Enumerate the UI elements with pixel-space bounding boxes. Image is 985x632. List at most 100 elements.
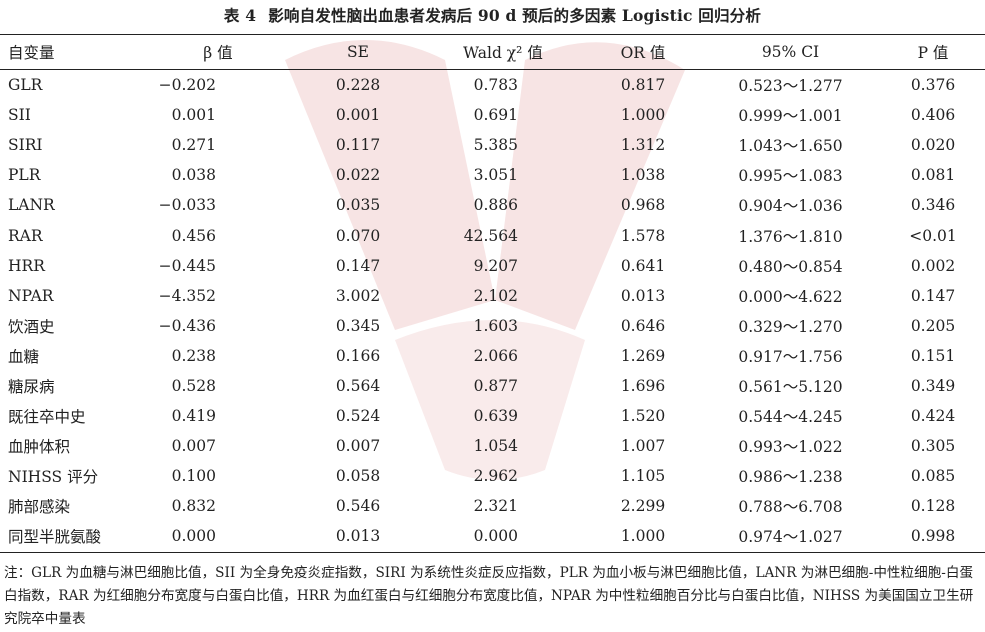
table-cell: 1.043～1.650: [738, 137, 843, 156]
table-cell: 1.696: [620, 376, 666, 395]
table-cell: 0.528: [171, 376, 216, 395]
table-cell: 0.349: [910, 376, 956, 395]
table-cell: 0.561～5.120: [738, 377, 843, 396]
table-cell: 0.886: [473, 196, 518, 215]
table-cell: 0.022: [335, 166, 381, 185]
table-cell: 0.117: [335, 136, 381, 155]
table-cell: 0.406: [910, 106, 956, 125]
table-body: GLR −0.202 0.228 0.783 0.817 0.523～1.277 0.376…: [0, 70, 985, 552]
table-cell: 糖尿病: [8, 377, 55, 396]
table-cell: GLR: [8, 76, 43, 95]
table-cell: 0.013: [335, 527, 381, 546]
table-cell: 1.054: [473, 437, 518, 456]
column-header-2: SE: [347, 43, 369, 61]
table-cell: 1.520: [620, 407, 666, 426]
table-cell: SII: [8, 106, 31, 125]
table-cell: 0.147: [335, 256, 381, 275]
table-cell: 5.385: [473, 136, 518, 155]
table-cell: 0.917～1.756: [738, 347, 843, 366]
table-cell: 0.085: [910, 467, 956, 486]
table-cell: 0.128: [910, 497, 956, 516]
table-cell: 0.346: [910, 196, 956, 215]
table-cell: 0.376: [910, 76, 956, 95]
table-cell: 1.038: [620, 166, 666, 185]
table-row: HRR −0.445 0.147 9.207 0.641 0.480～0.854 0.002: [0, 251, 985, 281]
table-cell: SIRI: [8, 136, 43, 155]
table-cell: 0.998: [910, 527, 956, 546]
table-cell: 0.968: [620, 196, 666, 215]
table-row: NIHSS 评分 0.100 0.058 2.962 1.105 0.986～1.238 0…: [0, 461, 985, 491]
table-cell: <0.01: [909, 226, 957, 245]
table-row: PLR 0.038 0.022 3.051 1.038 0.995～1.083 0.081: [0, 160, 985, 190]
table-cell: 0.817: [620, 76, 666, 95]
table-cell: 0.238: [171, 346, 216, 365]
table-cell: 0.904～1.036: [738, 197, 843, 216]
table-cell: 0.081: [910, 166, 956, 185]
table-row: NPAR −4.352 3.002 2.102 0.013 0.000～4.622 0.14…: [0, 281, 985, 311]
table-cell: 0.151: [910, 346, 956, 365]
table-cell: 0.013: [620, 286, 666, 305]
table-cell: 0.305: [910, 437, 956, 456]
table-cell: 同型半胱氨酸: [8, 528, 102, 547]
table-cell: 0.523～1.277: [738, 77, 843, 96]
table-cell: 0.000: [473, 527, 518, 546]
table-cell: 0.832: [171, 497, 216, 516]
table-caption: 表 4 影响自发性脑出血患者发病后 90 d 预后的多因素 Logistic 回归…: [0, 4, 985, 26]
table-row: RAR 0.456 0.070 42.564 1.578 1.376～1.810 <0.01: [0, 220, 985, 250]
table-cell: 1.603: [473, 316, 518, 335]
table-cell: −0.436: [158, 316, 216, 335]
table-cell: 肺部感染: [8, 498, 71, 517]
table-cell: 2.321: [473, 497, 518, 516]
table-note: 注：GLR 为血糖与淋巴细胞比值，SII 为全身免疫炎症指数，SIRI 为系统性…: [4, 565, 974, 627]
column-header-3: Wald χ² 值: [463, 44, 543, 62]
table-cell: −0.445: [158, 256, 216, 275]
table-cell: 0.995～1.083: [738, 167, 843, 186]
table-cell: 0.986～1.238: [738, 468, 843, 487]
table-cell: PLR: [8, 166, 41, 185]
column-header-0: 自变量: [8, 44, 55, 62]
table-cell: 0.035: [335, 196, 381, 215]
table-cell: HRR: [8, 256, 45, 275]
table-cell: 0.456: [171, 226, 216, 245]
table-row: 糖尿病 0.528 0.564 0.877 1.696 0.561～5.120 0.349: [0, 371, 985, 401]
table-cell: −0.033: [158, 196, 216, 215]
table-header-row: 自变量 β 值 SE Wald χ² 值 OR 值 95% CI P 值: [0, 34, 985, 70]
table-cell: 0.419: [171, 407, 216, 426]
table-cell: 0.646: [620, 316, 666, 335]
table-cell: 1.376～1.810: [738, 227, 843, 246]
table-cell: 0.783: [473, 76, 518, 95]
table-cell: 0.546: [335, 497, 381, 516]
column-header-5: 95% CI: [761, 43, 820, 61]
table-cell: 血肿体积: [8, 438, 71, 457]
table-cell: 0.070: [335, 226, 381, 245]
table-cell: 0.974～1.027: [738, 528, 843, 547]
table-row: 同型半胱氨酸 0.000 0.013 0.000 1.000 0.974～1.027 0.9…: [0, 521, 985, 552]
table-cell: 3.002: [335, 286, 381, 305]
table-cell: NIHSS 评分: [8, 468, 99, 487]
table-cell: 0.000: [171, 527, 216, 546]
table-cell: 1.105: [620, 467, 666, 486]
table-cell: 0.228: [335, 76, 381, 95]
table-cell: 0.999～1.001: [738, 107, 843, 126]
table-cell: 0.524: [335, 407, 381, 426]
table-row: 肺部感染 0.832 0.546 2.321 2.299 0.788～6.708 0.128: [0, 491, 985, 521]
column-header-6: P 值: [917, 44, 949, 62]
table-cell: 0.001: [171, 106, 216, 125]
table-number: 表 4: [223, 6, 257, 25]
table-cell: 1.000: [620, 106, 666, 125]
table-cell: 9.207: [473, 256, 518, 275]
table-cell: 0.345: [335, 316, 381, 335]
table-cell: 0.691: [473, 106, 518, 125]
table-cell: 2.299: [620, 497, 666, 516]
table-cell: 0.020: [910, 136, 956, 155]
table-row: 饮酒史 −0.436 0.345 1.603 0.646 0.329～1.270 0.205: [0, 311, 985, 341]
table-cell: 0.001: [335, 106, 381, 125]
table-cell: 0.480～0.854: [738, 257, 843, 276]
table-row: 血糖 0.238 0.166 2.066 1.269 0.917～1.756 0.151: [0, 341, 985, 371]
table-cell: 1.000: [620, 527, 666, 546]
table-row: 既往卒中史 0.419 0.524 0.639 1.520 0.544～4.245 0.42…: [0, 401, 985, 431]
table-cell: 3.051: [473, 166, 518, 185]
table-row: SIRI 0.271 0.117 5.385 1.312 1.043～1.650 0.020: [0, 130, 985, 160]
table-cell: 0.639: [473, 407, 518, 426]
table-cell: 0.166: [335, 346, 381, 365]
